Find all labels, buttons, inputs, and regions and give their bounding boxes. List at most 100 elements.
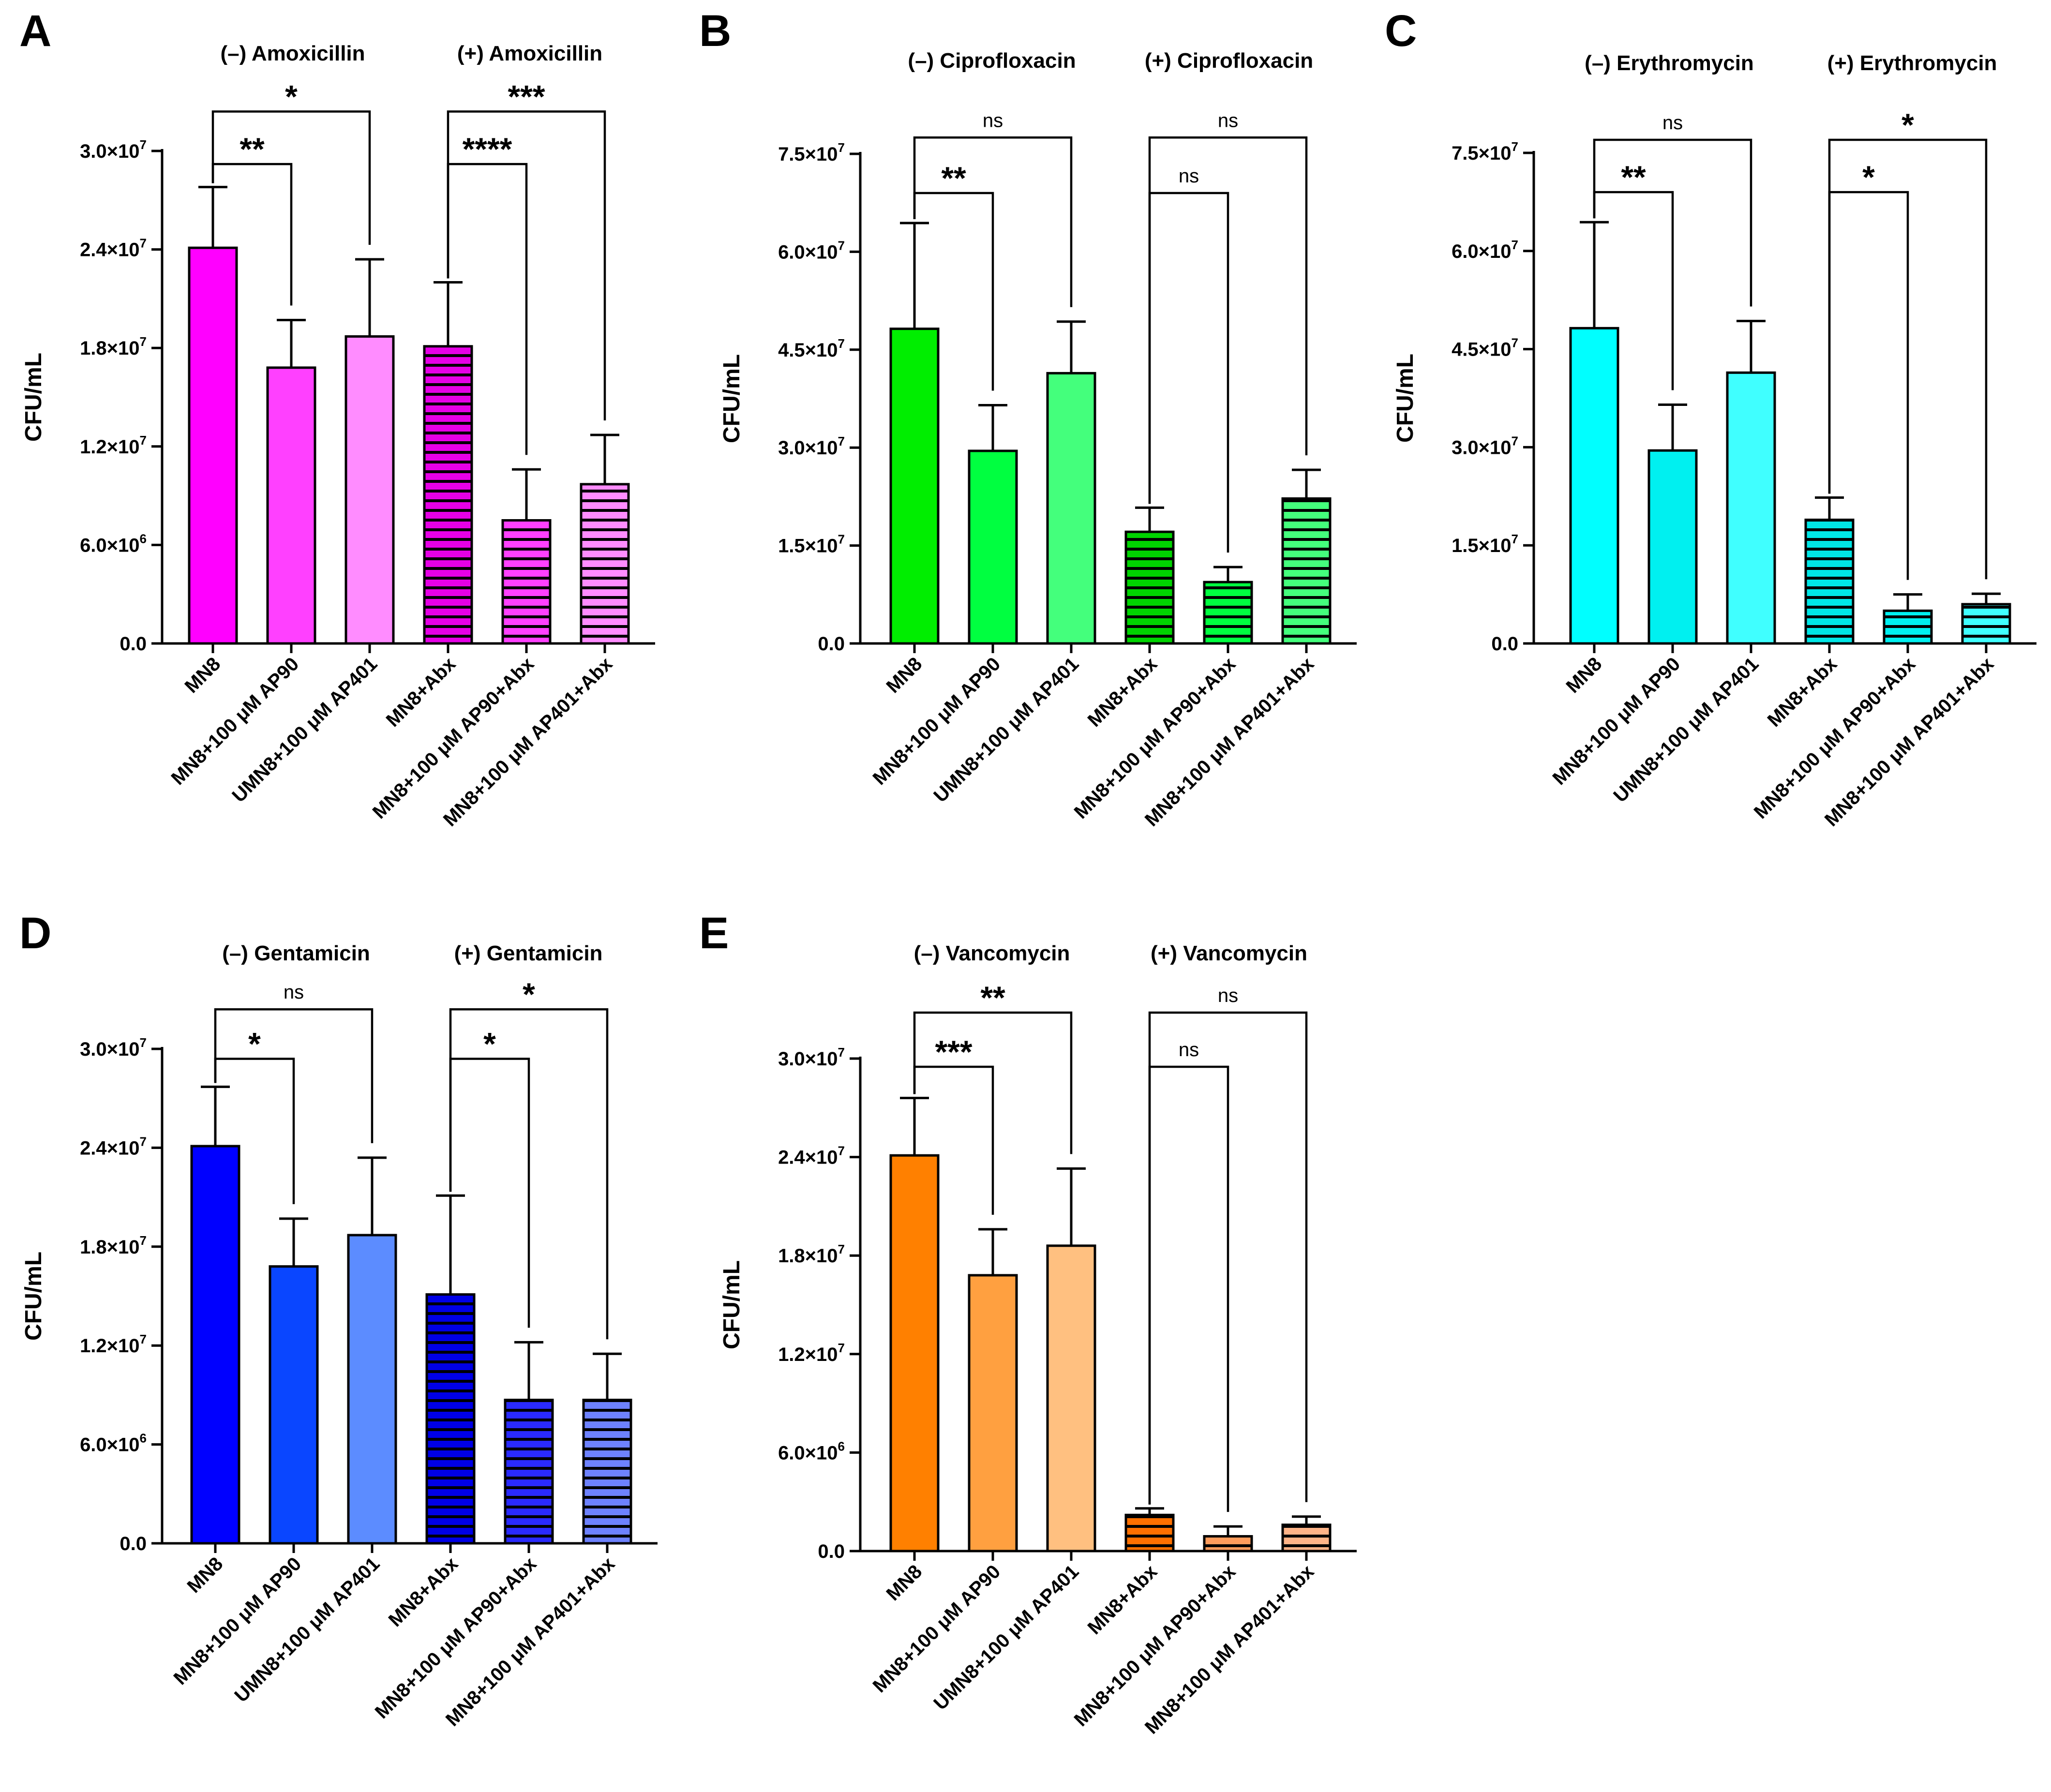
significance-bracket [913,1011,1073,1154]
group-title-without-antibiotic: (–) Ciprofloxacin [908,49,1076,73]
y-tick-label: 3.0×107 [778,434,845,459]
y-axis-title: CFU/mL [719,354,745,443]
significance-label: * [483,1026,496,1061]
y-tick-label: 6.0×106 [778,1439,845,1463]
y-tick-label: 6.0×107 [1452,238,1518,262]
group-title-with-antibiotic: (+) Gentamicin [454,941,603,965]
group-title-without-antibiotic: (–) Vancomycin [914,941,1070,965]
y-tick-label: 7.5×107 [1452,139,1518,164]
bar [266,366,316,645]
category-label: MN8+100 μM AP90+Abx [1070,653,1240,823]
significance-label: * [1862,159,1875,195]
category-label: MN8+100 μM AP401+Abx [1141,653,1318,831]
category-label: UMN8+100 μM AP401 [1609,653,1763,806]
y-tick-label: 1.5×107 [778,532,845,557]
bar [968,1274,1018,1553]
significance-bracket [1148,1011,1308,1505]
y-tick-label: 1.8×107 [778,1242,845,1267]
bar [1883,609,1933,645]
category-label: MN8+100 μM AP90 [869,653,1005,789]
category-label: MN8+Abx [382,653,460,731]
significance-bracket [913,136,1073,307]
group-title-without-antibiotic: (–) Erythromycin [1585,51,1754,75]
category-label: UMN8+100 μM AP401 [929,1561,1083,1714]
bar [1046,1244,1096,1553]
category-label: MN8+100 μM AP90 [1549,653,1685,789]
y-tick-label: 0.0 [1491,633,1518,655]
significance-label: ns [1179,165,1199,187]
significance-label: ** [980,980,1005,1015]
panel-letter: A [19,6,51,56]
y-tick-label: 0.0 [120,1533,147,1554]
y-tick-label: 3.0×107 [80,1035,147,1060]
significance-label: **** [463,131,512,167]
significance-label: * [523,976,535,1012]
category-label: MN8+100 μM AP90+Abx [1750,653,1920,823]
significance-label: ** [240,131,265,167]
y-tick-label: 4.5×107 [1452,336,1518,360]
category-label: MN8+Abx [385,1553,463,1631]
category-label: MN8 [1562,653,1606,697]
group-title-with-antibiotic: (+) Amoxicillin [457,42,602,65]
bar [423,345,473,645]
significance-bracket [1148,136,1308,504]
bar [580,483,630,645]
y-axis-title: CFU/mL [1392,354,1418,443]
bar [582,1399,632,1545]
bar [347,1234,397,1545]
y-tick-label: 2.4×107 [778,1144,845,1168]
significance-bracket [1148,192,1229,553]
category-label: MN8+100 μM AP90+Abx [1070,1561,1240,1731]
y-tick-label: 0.0 [818,633,845,655]
significance-bracket [211,110,371,245]
significance-bracket [214,1008,374,1143]
panel-e: E (–) Vancomycin (+) Vancomycin 0.0 6.0×106 1… [699,909,1357,1738]
category-label: UMN8+100 μM AP401 [228,653,381,806]
y-tick-label: 7.5×107 [778,140,845,165]
group-title-with-antibiotic: (+) Erythromycin [1827,51,1997,75]
y-tick-label: 0.0 [818,1541,845,1562]
bar [889,328,940,645]
group-title-with-antibiotic: (+) Vancomycin [1151,941,1307,965]
bar [1124,1513,1175,1553]
panel-b: B (–) Ciprofloxacin (+) Ciprofloxacin 0.0 1.… [699,6,1357,831]
panel-letter: B [699,6,731,56]
significance-label: ns [1218,110,1238,131]
significance-bracket [1828,138,1988,580]
significance-label: * [248,1026,261,1061]
panel-d: D (–) Gentamicin (+) Gentamicin 0.0 6.0×106 1… [19,909,658,1731]
significance-label: *** [935,1034,972,1070]
group-title-with-antibiotic: (+) Ciprofloxacin [1145,49,1313,73]
bar [425,1293,476,1545]
y-tick-label: 6.0×106 [80,531,147,556]
y-tick-label: 6.0×107 [778,238,845,263]
category-label: MN8+100 μM AP90+Abx [369,653,539,823]
group-title-without-antibiotic: (–) Gentamicin [222,941,370,965]
significance-label: ns [1179,1039,1199,1060]
bar [1203,581,1253,645]
category-label: MN8+100 μM AP401+Abx [1141,1561,1318,1738]
bar [1647,449,1698,645]
y-tick-label: 0.0 [120,633,147,655]
category-label: MN8 [183,1553,227,1597]
bar [1569,327,1619,645]
bar [188,246,238,645]
significance-bracket [447,110,606,421]
group-title-without-antibiotic: (–) Amoxicillin [220,42,365,65]
bar [501,519,552,645]
category-label: MN8+100 μM AP401+Abx [439,653,617,831]
bar [1804,518,1855,645]
category-label: MN8+100 μM AP401+Abx [1821,653,1998,831]
y-axis-title: CFU/mL [21,353,46,442]
y-tick-label: 1.5×107 [1452,532,1518,556]
y-tick-label: 3.0×107 [80,137,147,162]
significance-label: ** [1621,159,1646,195]
panel-a: A (–) Amoxicillin (+) Amoxicillin 0.0 6.0×10… [19,6,655,831]
bar [1124,530,1175,645]
significance-label: ns [284,982,304,1003]
y-tick-label: 2.4×107 [80,1134,147,1159]
panel-letter: D [19,909,51,958]
significance-label: * [285,79,298,115]
panel-c: C (–) Erythromycin (+) Erythromycin 0.0 1.5×… [1385,6,2036,831]
category-label: UMN8+100 μM AP401 [929,653,1083,806]
